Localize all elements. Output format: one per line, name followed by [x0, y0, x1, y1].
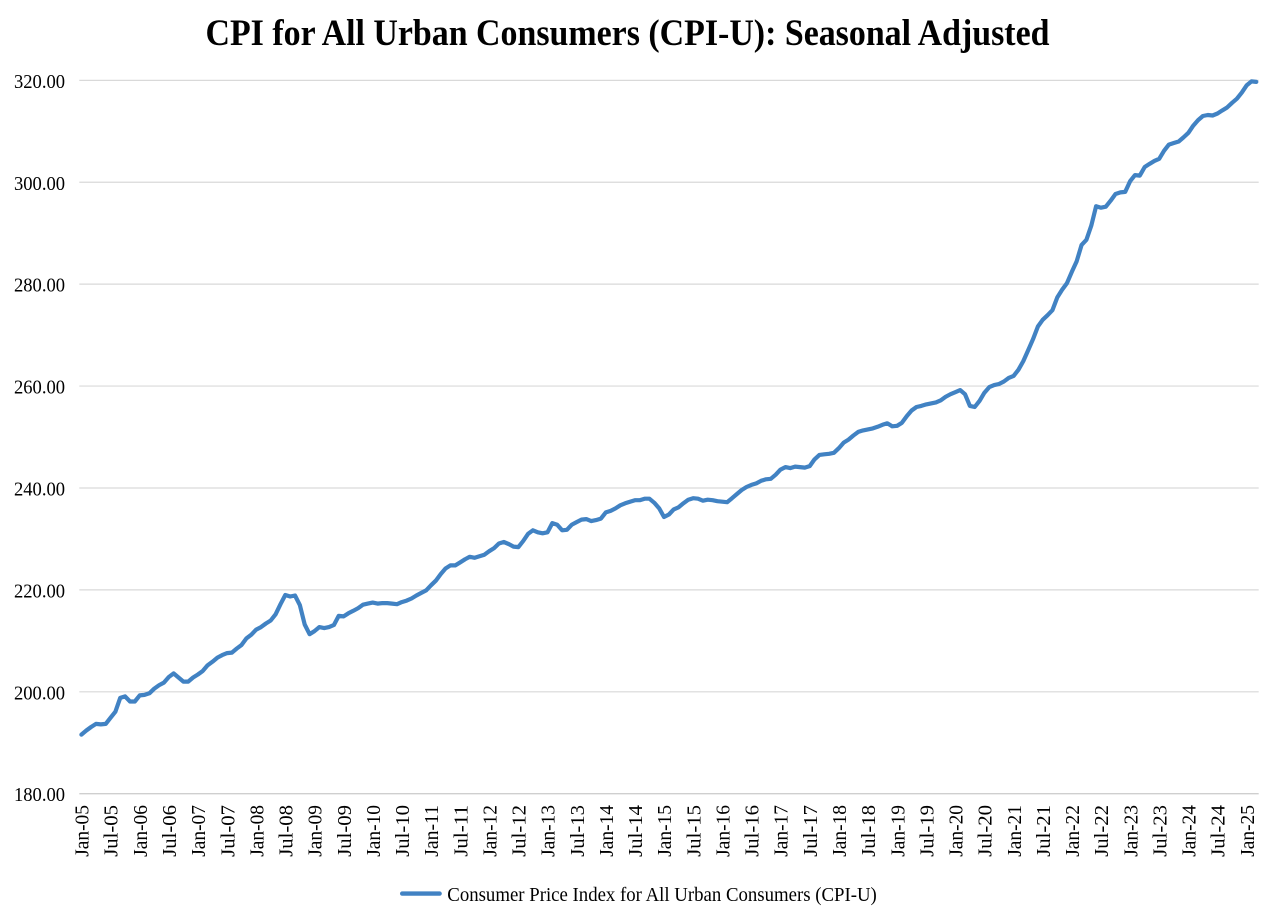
svg-text:180.00: 180.00 — [14, 784, 65, 806]
svg-text:Jan-07: Jan-07 — [188, 805, 210, 857]
svg-text:Jul-23: Jul-23 — [1149, 805, 1171, 857]
svg-text:Jul-21: Jul-21 — [1033, 805, 1055, 857]
svg-text:Jan-21: Jan-21 — [1004, 805, 1026, 857]
svg-text:280.00: 280.00 — [14, 275, 65, 297]
svg-text:Jan-05: Jan-05 — [72, 805, 94, 857]
svg-text:Jan-20: Jan-20 — [946, 805, 968, 857]
svg-text:Jan-08: Jan-08 — [246, 805, 268, 857]
svg-text:Jan-09: Jan-09 — [305, 805, 327, 857]
svg-text:Jan-16: Jan-16 — [712, 805, 734, 857]
svg-text:Jul-08: Jul-08 — [276, 805, 298, 857]
svg-text:Jan-17: Jan-17 — [771, 805, 793, 857]
svg-text:Jul-24: Jul-24 — [1208, 805, 1230, 857]
svg-text:Jan-23: Jan-23 — [1120, 805, 1142, 857]
svg-text:Jul-17: Jul-17 — [800, 805, 822, 857]
svg-text:Jul-05: Jul-05 — [101, 805, 123, 857]
svg-text:Jul-06: Jul-06 — [159, 805, 181, 857]
svg-text:Jan-13: Jan-13 — [538, 805, 560, 857]
svg-text:Jul-10: Jul-10 — [392, 805, 414, 857]
svg-text:Jul-18: Jul-18 — [858, 805, 880, 857]
svg-text:Jan-11: Jan-11 — [421, 805, 443, 857]
svg-text:Jul-22: Jul-22 — [1091, 805, 1113, 857]
svg-text:Jul-14: Jul-14 — [625, 805, 647, 857]
svg-text:Jan-12: Jan-12 — [479, 805, 501, 857]
svg-text:Jan-18: Jan-18 — [829, 805, 851, 857]
svg-text:Jan-19: Jan-19 — [887, 805, 909, 857]
svg-text:Jul-09: Jul-09 — [334, 805, 356, 857]
svg-text:Jul-20: Jul-20 — [975, 805, 997, 857]
svg-text:Jan-15: Jan-15 — [654, 805, 676, 857]
svg-text:200.00: 200.00 — [14, 682, 65, 704]
svg-text:Jul-15: Jul-15 — [683, 805, 705, 857]
svg-text:300.00: 300.00 — [14, 173, 65, 195]
svg-text:Jul-07: Jul-07 — [217, 805, 239, 857]
svg-text:Jul-13: Jul-13 — [567, 805, 589, 857]
svg-text:CPI for All Urban Consumers (C: CPI for All Urban Consumers (CPI-U): Sea… — [206, 12, 1050, 53]
svg-text:Jan-25: Jan-25 — [1237, 805, 1259, 857]
svg-text:Jan-14: Jan-14 — [596, 805, 618, 857]
svg-text:320.00: 320.00 — [14, 71, 65, 93]
svg-text:220.00: 220.00 — [14, 580, 65, 602]
svg-text:Jan-24: Jan-24 — [1179, 805, 1201, 857]
svg-text:Jul-19: Jul-19 — [916, 805, 938, 857]
svg-text:Consumer Price Index for All U: Consumer Price Index for All Urban Consu… — [447, 884, 877, 906]
svg-text:240.00: 240.00 — [14, 478, 65, 500]
svg-text:Jan-06: Jan-06 — [130, 805, 152, 857]
svg-text:Jul-12: Jul-12 — [509, 805, 531, 857]
svg-text:Jan-10: Jan-10 — [363, 805, 385, 857]
svg-text:Jul-16: Jul-16 — [742, 805, 764, 857]
svg-text:Jul-11: Jul-11 — [450, 805, 472, 857]
svg-text:260.00: 260.00 — [14, 377, 65, 399]
svg-text:Jan-22: Jan-22 — [1062, 805, 1084, 857]
